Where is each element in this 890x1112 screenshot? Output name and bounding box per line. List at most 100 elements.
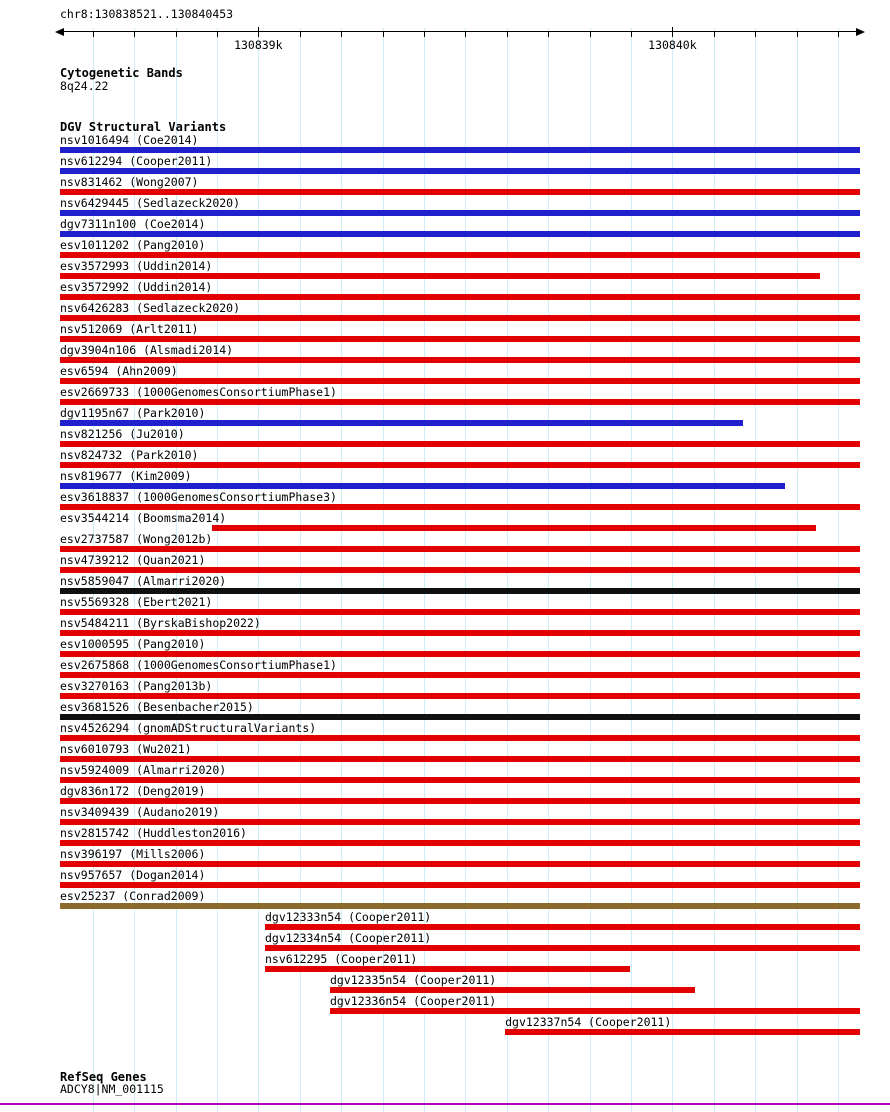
- variant-row: dgv12335n54 (Cooper2011): [0, 974, 890, 995]
- variant-label[interactable]: dgv7311n100 (Coe2014): [60, 217, 206, 231]
- variant-bar[interactable]: [60, 630, 860, 636]
- variant-label[interactable]: nsv396197 (Mills2006): [60, 847, 206, 861]
- variant-label[interactable]: nsv831462 (Wong2007): [60, 175, 199, 189]
- variant-label[interactable]: nsv512069 (Arlt2011): [60, 322, 199, 336]
- variant-bar[interactable]: [60, 903, 860, 909]
- variant-bar[interactable]: [60, 819, 860, 825]
- variant-label[interactable]: nsv5569328 (Ebert2021): [60, 595, 213, 609]
- variant-label[interactable]: dgv1195n67 (Park2010): [60, 406, 206, 420]
- variant-bar[interactable]: [265, 945, 860, 951]
- variant-bar[interactable]: [330, 987, 696, 993]
- ruler-tick: [465, 32, 467, 37]
- variant-label[interactable]: nsv5859047 (Almarri2020): [60, 574, 227, 588]
- variant-label[interactable]: nsv612295 (Cooper2011): [265, 952, 418, 966]
- variant-bar[interactable]: [212, 525, 817, 531]
- variant-label[interactable]: nsv1016494 (Coe2014): [60, 133, 199, 147]
- variant-bar[interactable]: [60, 588, 860, 594]
- variant-bar[interactable]: [60, 756, 860, 762]
- variant-label[interactable]: esv3618837 (1000GenomesConsortiumPhase3): [60, 490, 337, 504]
- variant-bar[interactable]: [60, 777, 860, 783]
- variant-bar[interactable]: [60, 672, 860, 678]
- variant-bar[interactable]: [60, 315, 860, 321]
- variant-bar[interactable]: [60, 483, 786, 489]
- variant-label[interactable]: nsv3409439 (Audano2019): [60, 805, 220, 819]
- variant-label[interactable]: nsv819677 (Kim2009): [60, 469, 192, 483]
- variant-bar[interactable]: [265, 924, 860, 930]
- variant-label[interactable]: esv3270163 (Pang2013b): [60, 679, 213, 693]
- variant-label[interactable]: nsv5924009 (Almarri2020): [60, 763, 227, 777]
- variant-label[interactable]: nsv821256 (Ju2010): [60, 427, 185, 441]
- variant-label[interactable]: dgv3904n106 (Alsmadi2014): [60, 343, 234, 357]
- variant-bar[interactable]: [60, 252, 860, 258]
- variant-bar[interactable]: [330, 1008, 860, 1014]
- variant-bar[interactable]: [60, 861, 860, 867]
- variant-label[interactable]: dgv12335n54 (Cooper2011): [330, 973, 497, 987]
- variant-label[interactable]: nsv612294 (Cooper2011): [60, 154, 213, 168]
- variant-bar[interactable]: [60, 168, 860, 174]
- variant-label[interactable]: esv1011202 (Pang2010): [60, 238, 206, 252]
- variant-bar[interactable]: [60, 504, 860, 510]
- variant-bar[interactable]: [60, 294, 860, 300]
- variant-label[interactable]: dgv12334n54 (Cooper2011): [265, 931, 432, 945]
- ruler-tick: [382, 32, 384, 37]
- variant-bar[interactable]: [60, 147, 860, 153]
- variant-bar[interactable]: [60, 714, 860, 720]
- variant-label[interactable]: nsv6010793 (Wu2021): [60, 742, 192, 756]
- variant-bar[interactable]: [60, 735, 860, 741]
- variant-row: esv2737587 (Wong2012b): [0, 533, 890, 554]
- variant-label[interactable]: nsv4739212 (Quan2021): [60, 553, 206, 567]
- cytogenetic-band-label[interactable]: 8q24.22: [60, 79, 109, 93]
- variant-label[interactable]: esv25237 (Conrad2009): [60, 889, 206, 903]
- variant-bar[interactable]: [60, 462, 860, 468]
- refseq-gene-label[interactable]: ADCY8|NM_001115: [60, 1082, 164, 1096]
- variant-bar[interactable]: [60, 840, 860, 846]
- variant-bar[interactable]: [60, 189, 860, 195]
- variant-bar[interactable]: [60, 651, 860, 657]
- variant-bar[interactable]: [60, 231, 860, 237]
- variant-bar[interactable]: [60, 273, 820, 279]
- variant-label[interactable]: esv3572993 (Uddin2014): [60, 259, 213, 273]
- variant-label[interactable]: esv1000595 (Pang2010): [60, 637, 206, 651]
- variant-bar[interactable]: [60, 441, 860, 447]
- variant-label[interactable]: dgv12337n54 (Cooper2011): [505, 1015, 672, 1029]
- variant-label[interactable]: nsv2815742 (Huddleston2016): [60, 826, 247, 840]
- variant-bar[interactable]: [60, 567, 860, 573]
- variant-bar[interactable]: [505, 1029, 860, 1035]
- variant-label[interactable]: nsv4526294 (gnomADStructuralVariants): [60, 721, 317, 735]
- variant-label[interactable]: nsv5484211 (ByrskaBishop2022): [60, 616, 261, 630]
- variant-label[interactable]: esv3544214 (Boomsma2014): [60, 511, 227, 525]
- variant-bar[interactable]: [265, 966, 631, 972]
- variant-row: esv3572992 (Uddin2014): [0, 281, 890, 302]
- variant-bar[interactable]: [60, 210, 860, 216]
- variant-label[interactable]: nsv824732 (Park2010): [60, 448, 199, 462]
- variant-bar[interactable]: [60, 693, 860, 699]
- variant-label[interactable]: esv2737587 (Wong2012b): [60, 532, 213, 546]
- variant-bar[interactable]: [60, 399, 860, 405]
- variant-bar[interactable]: [60, 609, 860, 615]
- variant-row: nsv957657 (Dogan2014): [0, 869, 890, 890]
- refseq-gene-glyph[interactable]: [0, 1103, 890, 1105]
- variant-bar[interactable]: [60, 357, 860, 363]
- variant-bar[interactable]: [60, 336, 860, 342]
- variant-label[interactable]: dgv836n172 (Deng2019): [60, 784, 206, 798]
- variant-bar[interactable]: [60, 378, 860, 384]
- variant-label[interactable]: dgv12336n54 (Cooper2011): [330, 994, 497, 1008]
- variant-row: nsv4739212 (Quan2021): [0, 554, 890, 575]
- variant-label[interactable]: nsv6426283 (Sedlazeck2020): [60, 301, 241, 315]
- ruler-tick: [216, 32, 218, 37]
- variant-bar[interactable]: [60, 798, 860, 804]
- variant-label[interactable]: esv2675868 (1000GenomesConsortiumPhase1): [60, 658, 337, 672]
- variant-label[interactable]: dgv12333n54 (Cooper2011): [265, 910, 432, 924]
- variant-label[interactable]: nsv957657 (Dogan2014): [60, 868, 206, 882]
- variant-bar[interactable]: [60, 882, 860, 888]
- variant-bar[interactable]: [60, 546, 860, 552]
- variant-bar[interactable]: [60, 420, 744, 426]
- variant-label[interactable]: nsv6429445 (Sedlazeck2020): [60, 196, 241, 210]
- variant-label[interactable]: esv3572992 (Uddin2014): [60, 280, 213, 294]
- variant-label[interactable]: esv6594 (Ahn2009): [60, 364, 178, 378]
- variant-label[interactable]: esv2669733 (1000GenomesConsortiumPhase1): [60, 385, 337, 399]
- ruler-major-tick: [672, 27, 674, 37]
- variant-label[interactable]: esv3681526 (Besenbacher2015): [60, 700, 254, 714]
- ruler-tick: [755, 32, 757, 37]
- ruler-major-tick: [258, 27, 260, 37]
